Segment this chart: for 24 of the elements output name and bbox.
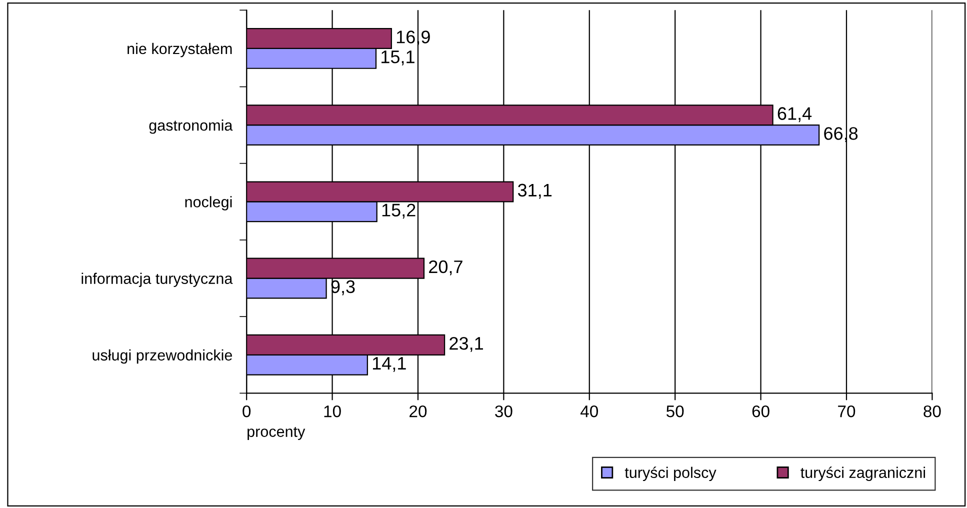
x-tick-label: 50 [666,405,684,418]
data-label: 20,7 [429,260,462,276]
x-tick-label: 80 [924,405,941,418]
x-tick-label: 0 [242,405,251,418]
data-label: 14,1 [372,357,406,372]
y-tick-label: informacja turystyczna [82,272,233,287]
x-tick-label: 10 [324,405,341,418]
y-tick-label: gastronomia [149,120,233,134]
y-tick-label: noclegi [185,196,232,210]
x-tick-label: 70 [838,405,856,418]
data-label: 61,4 [778,107,812,122]
legend-label: turyści zagraniczni [800,466,925,482]
data-label: 15,2 [382,204,416,219]
y-tick-label: usługi przewodnickie [92,349,232,364]
x-tick-label: 20 [410,405,427,418]
x-tick-label: 40 [580,405,598,418]
data-label: 15,1 [382,50,414,66]
x-tick-label: 60 [752,405,770,418]
x-axis-title: procenty [248,426,306,440]
x-tick-label: 30 [495,405,512,418]
legend-label: turyści polscy [624,466,716,482]
data-label: 23,1 [450,336,483,352]
data-label: 31,1 [518,184,552,199]
y-tick-label: nie korzystałem [128,42,232,58]
